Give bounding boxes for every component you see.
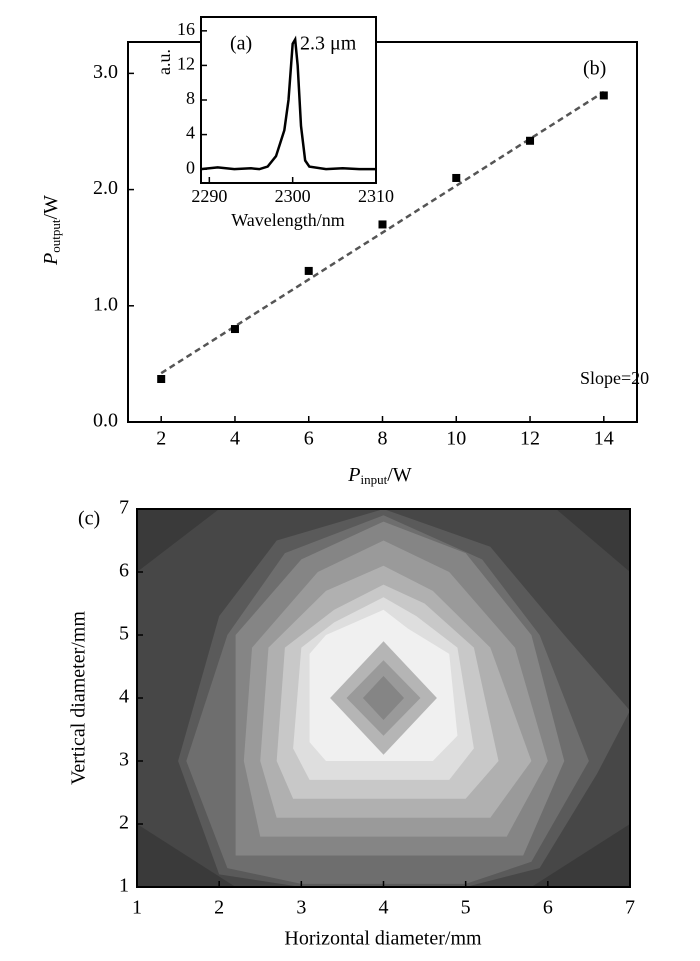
y-tick-label: 2.0	[93, 177, 118, 199]
y-tick-label: 8	[186, 88, 195, 108]
panel-label: (c)	[78, 508, 100, 530]
y-tick-label: 3.0	[93, 61, 118, 83]
plot-frame	[127, 41, 638, 423]
y-tick-label: 3	[119, 749, 129, 771]
y-axis-label-part: output	[48, 219, 63, 253]
y-tick-label: 12	[177, 54, 195, 74]
contour-level	[556, 509, 630, 572]
contour-level	[137, 824, 236, 887]
data-point	[304, 266, 313, 275]
y-axis-label-part: P	[40, 253, 62, 266]
x-tick-label: 14	[594, 428, 614, 450]
x-tick-label: 6	[304, 428, 314, 450]
x-tick-label: 3	[296, 897, 306, 919]
y-tick-label: 6	[119, 560, 129, 582]
y-axis-label: Poutput/W	[40, 195, 63, 266]
data-point	[599, 91, 608, 100]
x-tick-label: 2310	[358, 186, 394, 206]
x-axis-label-part: P	[347, 464, 360, 486]
y-tick-label: 1.0	[93, 293, 118, 315]
x-tick-label: 2290	[191, 186, 227, 206]
x-axis-label: Pinput/W	[347, 464, 412, 487]
y-axis-label-part: /W	[40, 195, 62, 220]
x-axis-label: Horizontal diameter/mm	[284, 928, 482, 950]
contour-level	[137, 509, 220, 572]
plot-frame	[200, 16, 377, 184]
y-tick-label: 4	[119, 686, 129, 708]
annotation: Slope=20	[580, 368, 649, 388]
data-point	[526, 136, 535, 145]
x-tick-label: 2	[214, 897, 224, 919]
x-tick-label: 4	[230, 428, 240, 450]
annotation: 2.3 μm	[300, 33, 357, 55]
y-tick-label: 2	[119, 812, 129, 834]
x-tick-label: 10	[446, 428, 466, 450]
x-tick-label: 2	[156, 428, 166, 450]
x-tick-label: 8	[378, 428, 388, 450]
fit-line	[160, 90, 605, 375]
y-tick-label: 1	[119, 875, 129, 897]
x-tick-label: 7	[625, 897, 635, 919]
x-tick-label: 5	[461, 897, 471, 919]
x-tick-label: 4	[379, 897, 389, 919]
data-point	[157, 375, 166, 384]
data-point	[452, 173, 461, 182]
contour-level	[362, 675, 405, 721]
spectrum-line	[200, 35, 376, 171]
plot-frame	[136, 508, 631, 888]
y-tick-label: 5	[119, 623, 129, 645]
x-tick-label: 12	[520, 428, 540, 450]
panel-label: (a)	[230, 33, 252, 55]
panel-label: (b)	[583, 58, 606, 80]
x-tick-label: 1	[132, 897, 142, 919]
y-axis-label: Vertical diameter/mm	[68, 611, 90, 785]
y-tick-label: 4	[186, 123, 195, 143]
y-tick-label: 16	[177, 19, 195, 39]
y-tick-label: 0.0	[93, 410, 118, 432]
x-axis-label: Wavelength/nm	[231, 210, 345, 230]
data-point	[230, 325, 239, 334]
x-axis-label-part: input	[361, 472, 388, 487]
data-point	[378, 220, 387, 229]
x-tick-label: 2300	[275, 186, 311, 206]
contour-level	[531, 824, 630, 887]
y-axis-label: a.u.	[154, 49, 174, 75]
x-tick-label: 6	[543, 897, 553, 919]
x-axis-label-part: /W	[387, 464, 412, 486]
y-tick-label: 0	[186, 157, 195, 177]
y-tick-label: 7	[119, 497, 129, 519]
